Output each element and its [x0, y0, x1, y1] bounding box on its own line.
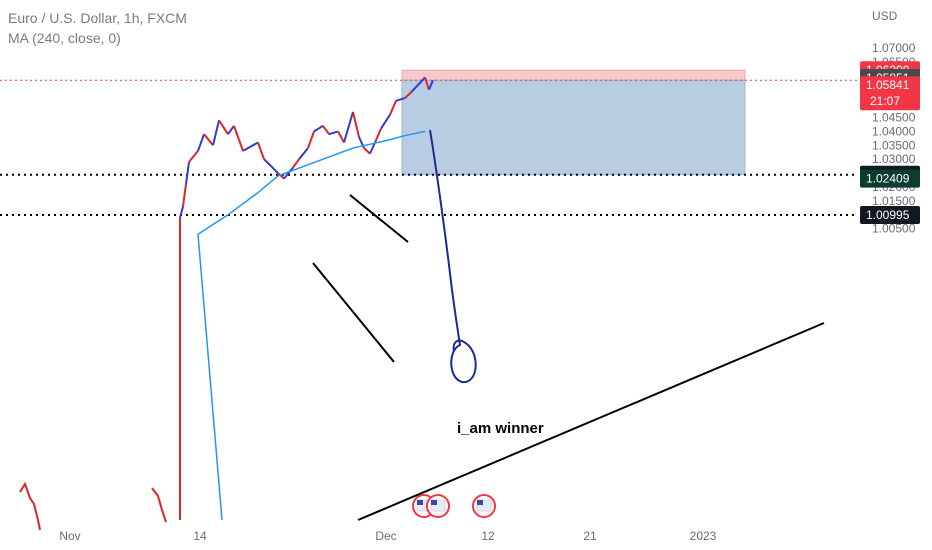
price-segment: [363, 147, 371, 155]
winner-annotation: i_am winner: [457, 420, 544, 437]
price-segment: [263, 158, 279, 174]
price-tag-label: 1.00995: [866, 208, 910, 222]
price-segment: [307, 131, 315, 149]
price-segment: [218, 119, 229, 135]
price-segment: [212, 120, 220, 146]
x-tick-label: 21: [583, 529, 597, 543]
price-segment: [298, 147, 309, 160]
profit-zone[interactable]: [401, 69, 746, 81]
price-segment: [380, 114, 391, 130]
stop-zone[interactable]: [401, 79, 746, 176]
price-segment: [424, 77, 430, 91]
symbol-title: Euro / U.S. Dollar, 1h, FXCM: [8, 10, 187, 26]
y-tick-label: 1.01500: [872, 194, 916, 208]
flag-canton-icon: [431, 500, 437, 505]
indicator-label: MA (240, close, 0): [8, 30, 121, 46]
price-segment: [179, 206, 184, 218]
x-tick-label: 2023: [690, 529, 717, 543]
price-segment: [428, 79, 434, 91]
price-tag[interactable]: [860, 76, 920, 111]
y-tick-label: 1.03000: [872, 152, 916, 166]
x-tick-label: 14: [193, 529, 207, 543]
price-segment: [322, 125, 330, 135]
flag-body-icon: [476, 499, 492, 512]
early-price-fragment-2: [151, 487, 167, 523]
price-segment: [233, 125, 244, 152]
flag-lower-line[interactable]: [312, 262, 395, 363]
rising-trend-line[interactable]: [357, 322, 825, 521]
flag-canton-icon: [477, 500, 483, 505]
early-price-fragment: [19, 481, 41, 531]
price-tag[interactable]: [860, 205, 920, 224]
x-tick-label: Nov: [59, 529, 80, 543]
price-segment: [328, 130, 339, 136]
price-segment: [352, 111, 360, 138]
price-segment: [188, 150, 199, 163]
x-tick-label: 12: [481, 529, 495, 543]
price-segment: [277, 172, 285, 180]
price-segment: [313, 124, 324, 133]
y-tick-label: 1.07000: [872, 41, 916, 55]
price-tag[interactable]: [860, 169, 920, 188]
y-tick-label: 1.04500: [872, 111, 916, 125]
price-segment: [197, 133, 205, 152]
flag-canton-icon: [417, 500, 423, 505]
currency-label: USD: [872, 9, 898, 23]
price-segment: [185, 161, 190, 185]
y-tick-label: 1.03500: [872, 138, 916, 152]
price-segment: [182, 184, 187, 207]
y-tick-label: 1.04000: [872, 124, 916, 138]
price-segment: [404, 91, 412, 99]
price-segment: [410, 76, 426, 94]
price-segment: [203, 133, 214, 146]
price-segment: [292, 158, 300, 169]
price-segment: [337, 130, 345, 143]
ma-line: [197, 130, 426, 521]
x-tick-label: Dec: [375, 529, 396, 543]
price-segment: [343, 111, 354, 143]
price-tag-label: 1.02409: [866, 172, 910, 186]
price-segment: [389, 100, 397, 116]
y-tick-label: 1.00500: [872, 222, 916, 236]
price-segment: [242, 141, 259, 152]
flag-upper-line[interactable]: [349, 194, 409, 243]
flag-body-icon: [430, 499, 446, 512]
price-segment: [257, 142, 265, 160]
chart-legend: Euro / U.S. Dollar, 1h, FXCM MA (240, cl…: [8, 8, 187, 48]
price-segment: [374, 128, 382, 143]
price-segment: [395, 97, 406, 102]
price-segment: [369, 142, 376, 155]
price-segment: [227, 125, 235, 135]
projection-drawing[interactable]: [429, 129, 477, 384]
price-tag-label: 1.05841: [866, 78, 910, 92]
price-tag-countdown: 21:07: [870, 94, 900, 108]
price-segment: [283, 166, 294, 180]
